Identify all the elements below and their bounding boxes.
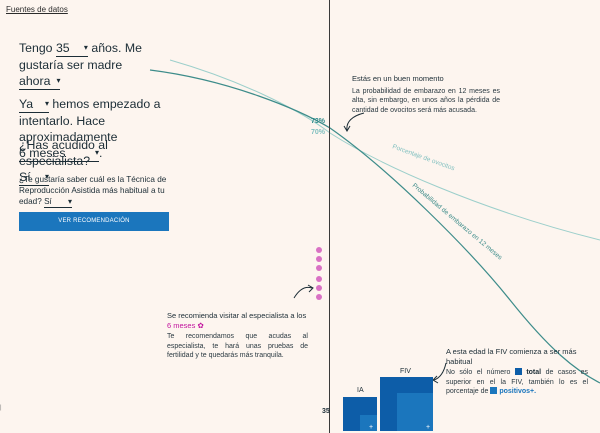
note-specialist: Se recomienda visitar al especialista a … — [167, 311, 308, 361]
month-dot — [316, 256, 322, 262]
month-dot — [316, 265, 322, 271]
age-marker-line — [329, 0, 330, 433]
ia-label: IA — [357, 387, 364, 394]
when-select[interactable]: ahora — [19, 73, 61, 90]
note-fiv-total: total — [526, 369, 542, 376]
note-good-body: La probabilidad de embarazo en 12 meses … — [352, 87, 500, 114]
technique-question: ¿Te gustaría saber cuál es la Técnica de… — [19, 175, 167, 206]
duration-select[interactable]: 6 meses — [19, 145, 99, 162]
age-suffix: años. Me gustaría ser madre — [19, 41, 142, 72]
ia-plus: + — [369, 424, 373, 431]
status-select[interactable]: Ya — [19, 96, 49, 113]
arrow-specialist — [293, 286, 313, 299]
specialist-question: ¿Has acudido al especialista? — [19, 138, 108, 168]
month-dot-current — [316, 294, 322, 300]
embarazo-curve-label: Probabilidad de embarazo en 12 meses — [411, 182, 504, 262]
sources-link[interactable]: Fuentes de datos — [6, 5, 68, 14]
arrow-good — [346, 112, 365, 131]
note-fiv-body: No sólo el número total de casos es supe… — [446, 368, 588, 395]
age-select[interactable]: 35 — [55, 40, 88, 57]
age-prefix: Tengo — [19, 41, 53, 55]
fiv-positive-bar — [397, 393, 433, 431]
month-dot — [316, 247, 322, 253]
age-axis-label: 35 — [322, 408, 330, 415]
note-fiv-title: A esta edad la FIV comienza a ser más ha… — [446, 347, 577, 366]
note-specialist-body: Te recomendamos que acudas al especialis… — [167, 333, 308, 359]
questionnaire: Tengo 35 años. Me gustaría ser madre aho… — [19, 40, 167, 162]
embarazo-curve — [149, 69, 600, 384]
specialist-question-block: ¿Has acudido al especialista? Sí — [19, 137, 179, 186]
label-73: 73% — [311, 118, 326, 125]
ovocitos-curve — [169, 59, 600, 241]
fiv-plus: + — [426, 424, 430, 431]
ovocitos-curve-label: Porcentaje de ovocitos — [391, 143, 456, 172]
positive-swatch — [490, 387, 498, 394]
status-text: hemos empezado a intentarlo. Hace aproxi… — [19, 97, 161, 144]
note-fiv-positivos: positivos+. — [499, 388, 537, 395]
total-swatch — [514, 368, 522, 375]
technique-select[interactable]: Sí — [44, 196, 72, 208]
note-good-title: Estás en un buen momento — [352, 74, 444, 83]
label-70: 70% — [311, 129, 326, 136]
specialist-select[interactable]: Sí — [19, 169, 49, 186]
note-fiv: A esta edad la FIV comienza a ser más ha… — [446, 347, 588, 397]
note-specialist-title: Se recomienda visitar al especialista a … — [167, 311, 307, 320]
fiv-label: FIV — [400, 368, 411, 375]
flower-icon: ✿ — [197, 320, 204, 330]
month-dot — [316, 276, 322, 282]
arrow-fiv — [433, 362, 447, 381]
ia-positive-bar — [360, 415, 377, 431]
month-dot — [316, 285, 322, 291]
recommendation-button[interactable]: VER RECOMENDACIÓN — [19, 212, 169, 231]
note-specialist-months: 6 meses — [167, 320, 196, 330]
note-good-moment: Estás en un buen momento La probabilidad… — [352, 74, 500, 115]
technique-question-block: ¿Te gustaría saber cuál es la Técnica de… — [19, 174, 169, 208]
